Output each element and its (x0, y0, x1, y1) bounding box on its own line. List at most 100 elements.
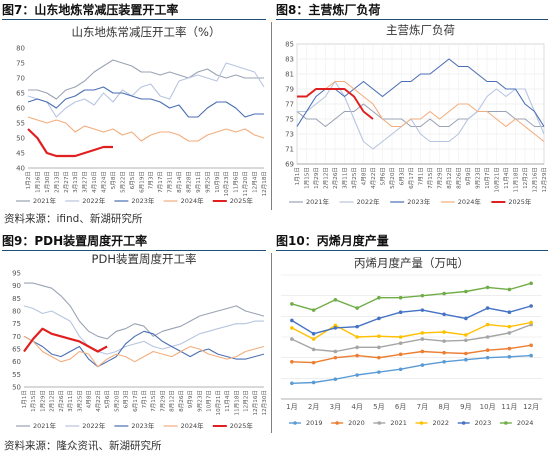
legend-label: 2021年 (306, 197, 330, 206)
x-tick-label: 7月29日 (437, 167, 444, 189)
x-tick-label: 8月26日 (178, 390, 185, 412)
x-tick-label: 11月6日 (233, 171, 240, 193)
legend-label: 2023 (475, 419, 492, 427)
x-tick-label: 12月18日 (261, 171, 268, 196)
x-tick-label: 12月4日 (252, 171, 259, 193)
y-tick-label: 65 (16, 90, 25, 98)
legend-label: 2021 (390, 419, 407, 427)
data-point-2019 (355, 373, 359, 377)
legend-label: 2025年 (508, 197, 532, 206)
data-point-2020 (529, 343, 533, 348)
y-tick-label: 50 (16, 135, 25, 143)
data-point-2022 (442, 330, 446, 334)
data-point-2022 (333, 323, 338, 328)
data-point-2020 (485, 348, 490, 353)
x-tick-label: 7月15日 (150, 390, 157, 412)
x-tick-label: 4月8日 (86, 390, 93, 408)
data-point-2020 (355, 353, 359, 358)
legend-label: 2021年 (33, 196, 57, 205)
y-tick-label: 80 (12, 308, 21, 316)
x-tick-label: 11月20日 (242, 171, 249, 196)
series-line-2024年 (23, 335, 265, 368)
x-tick-label: 10月23日 (223, 171, 230, 196)
data-point-2023 (398, 310, 403, 314)
data-point-2023 (355, 324, 359, 329)
data-point-2021 (311, 347, 316, 352)
bottom-panel-divider (271, 253, 272, 433)
series-line-2022年 (297, 80, 545, 150)
data-point-2019 (377, 370, 381, 374)
x-tick-label: 11月18日 (233, 390, 240, 415)
data-point-2024 (311, 308, 316, 312)
y-tick-label: 70 (12, 333, 21, 341)
data-point-2023 (311, 331, 316, 336)
legend-label: 2022年 (82, 421, 106, 430)
x-tick-label: 5月22日 (119, 171, 126, 193)
x-tick-label: 7月17日 (157, 171, 164, 193)
x-tick-label: 4月8日 (361, 167, 368, 185)
data-point-2019 (311, 380, 316, 385)
legend-marker (504, 421, 508, 425)
x-tick-label: 12月2日 (522, 167, 529, 189)
legend-marker (461, 421, 466, 425)
x-tick-label: 11月4日 (224, 390, 231, 412)
series-line-2021年 (28, 59, 264, 100)
y-tick-label: 83 (285, 56, 294, 64)
data-point-2024 (529, 281, 533, 286)
fig8-title: 图8：主营炼厂负荷 (276, 3, 381, 17)
x-tick-label: 11月18日 (513, 167, 520, 192)
x-tick-label: 5月8日 (110, 171, 117, 189)
legend-marker (377, 421, 382, 425)
series-line-2023年 (23, 330, 265, 368)
chart-title: 山东地炼常减压开工率（%） (72, 25, 221, 39)
x-tick-label: 12月 (523, 403, 539, 411)
data-point-2024 (420, 293, 425, 298)
x-tick-label: 4月24日 (101, 171, 108, 193)
data-point-2022 (377, 334, 381, 338)
data-point-2021 (398, 341, 403, 345)
series-line-2022 (291, 321, 532, 340)
data-point-2019 (464, 357, 468, 362)
fig8-rule (276, 19, 548, 20)
x-tick-label: 3月25日 (76, 390, 83, 412)
legend-marker (335, 421, 339, 425)
fig9-title: 图9：PDH装置周度开工率 (2, 234, 148, 248)
x-tick-label: 7月31日 (167, 171, 174, 193)
legend-label: 2023年 (131, 196, 155, 205)
x-tick-label: 11月 (501, 403, 517, 411)
legend-label: 2024 (517, 419, 534, 427)
data-point-2022 (529, 320, 533, 325)
data-point-2023 (464, 316, 468, 321)
x-tick-label: 10月7日 (484, 167, 491, 189)
series-line-2019 (291, 354, 532, 384)
data-point-2024 (464, 289, 468, 294)
data-point-2024 (485, 285, 490, 290)
y-tick-label: 81 (285, 71, 294, 79)
data-point-2022 (311, 337, 316, 341)
y-tick-label: 75 (285, 116, 294, 124)
x-tick-label: 1月1日 (294, 167, 301, 185)
y-tick-label: 70 (16, 75, 25, 83)
legend-label: 2024年 (458, 197, 482, 206)
x-tick-label: 1月2日 (25, 171, 32, 189)
x-tick-label: 7月15日 (427, 167, 434, 189)
x-tick-label: 9月23日 (196, 390, 203, 412)
data-point-2023 (290, 318, 294, 323)
x-tick-label: 3月13日 (72, 171, 79, 193)
series-line-2021年 (24, 282, 265, 340)
x-tick-label: 2月12日 (49, 390, 56, 412)
data-point-2021 (420, 337, 425, 341)
x-tick-label: 8月 (438, 403, 449, 411)
data-point-2024 (442, 291, 446, 296)
data-point-2020 (311, 360, 316, 365)
x-tick-label: 5月6日 (380, 167, 387, 185)
x-tick-label: 8月26日 (456, 167, 463, 189)
x-tick-label: 3月11日 (67, 390, 74, 412)
data-point-2023 (333, 326, 338, 330)
x-tick-label: 12月2日 (243, 390, 250, 412)
x-tick-label: 1月30日 (44, 171, 51, 193)
data-point-2024 (507, 287, 512, 292)
x-tick-label: 9月25日 (204, 171, 211, 193)
legend-label: 2019 (306, 419, 323, 427)
